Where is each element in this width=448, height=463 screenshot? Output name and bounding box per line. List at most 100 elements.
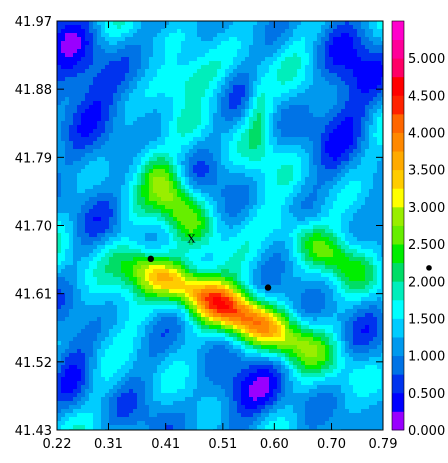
contour-cell bbox=[173, 181, 178, 186]
contour-cell bbox=[181, 297, 186, 302]
contour-cell bbox=[185, 57, 190, 62]
contour-cell bbox=[129, 221, 134, 226]
contour-cell bbox=[121, 285, 126, 290]
contour-cell bbox=[149, 401, 154, 406]
contour-cell bbox=[145, 85, 150, 90]
contour-cell bbox=[113, 117, 118, 122]
contour-cell bbox=[161, 225, 166, 230]
contour-cell bbox=[133, 277, 138, 282]
contour-cell bbox=[61, 169, 66, 174]
contour-cell bbox=[245, 85, 250, 90]
contour-cell bbox=[157, 405, 162, 410]
contour-cell bbox=[233, 341, 238, 346]
contour-cell bbox=[89, 269, 94, 274]
contour-cell bbox=[229, 261, 234, 266]
contour-cell bbox=[185, 205, 190, 210]
contour-cell bbox=[97, 301, 102, 306]
contour-cell bbox=[137, 213, 142, 218]
contour-cell bbox=[229, 61, 234, 66]
contour-cell bbox=[229, 117, 234, 122]
contour-cell bbox=[249, 177, 254, 182]
contour-cell bbox=[93, 345, 98, 350]
contour-cell bbox=[225, 181, 230, 186]
contour-cell bbox=[85, 33, 90, 38]
contour-cell bbox=[61, 221, 66, 226]
contour-cell bbox=[161, 237, 166, 242]
contour-cell bbox=[217, 117, 222, 122]
contour-cell bbox=[73, 357, 78, 362]
contour-cell bbox=[129, 65, 134, 70]
contour-cell bbox=[85, 225, 90, 230]
contour-cell bbox=[217, 113, 222, 118]
contour-cell bbox=[93, 157, 98, 162]
contour-cell bbox=[145, 293, 150, 298]
contour-cell bbox=[77, 189, 82, 194]
contour-cell bbox=[213, 369, 218, 374]
contour-cell bbox=[109, 221, 114, 226]
contour-cell bbox=[193, 193, 198, 198]
contour-cell bbox=[89, 297, 94, 302]
contour-cell bbox=[117, 233, 122, 238]
contour-cell bbox=[93, 193, 98, 198]
contour-cell bbox=[197, 413, 202, 418]
contour-cell bbox=[213, 317, 218, 322]
contour-cell bbox=[97, 285, 102, 290]
contour-cell bbox=[97, 177, 102, 182]
contour-cell bbox=[233, 273, 238, 278]
contour-cell bbox=[241, 417, 246, 422]
contour-cell bbox=[201, 173, 206, 178]
contour-cell bbox=[133, 333, 138, 338]
contour-cell bbox=[69, 117, 74, 122]
contour-cell bbox=[209, 405, 214, 410]
contour-cell bbox=[145, 261, 150, 266]
contour-cell bbox=[121, 157, 126, 162]
contour-cell bbox=[245, 229, 250, 234]
contour-cell bbox=[169, 181, 174, 186]
contour-cell bbox=[153, 253, 158, 258]
contour-cell bbox=[245, 181, 250, 186]
contour-cell bbox=[229, 313, 234, 318]
contour-cell bbox=[241, 293, 246, 298]
contour-cell bbox=[201, 309, 206, 314]
contour-cell bbox=[197, 185, 202, 190]
contour-cell bbox=[213, 409, 218, 414]
contour-cell bbox=[225, 341, 230, 346]
contour-cell bbox=[109, 401, 114, 406]
contour-cell bbox=[109, 237, 114, 242]
contour-cell bbox=[229, 209, 234, 214]
contour-cell bbox=[185, 405, 190, 410]
contour-cell bbox=[149, 417, 154, 422]
contour-cell bbox=[209, 361, 214, 366]
contour-cell bbox=[241, 185, 246, 190]
contour-cell bbox=[117, 109, 122, 114]
contour-cell bbox=[125, 349, 130, 354]
contour-cell bbox=[201, 197, 206, 202]
contour-cell bbox=[125, 273, 130, 278]
contour-cell bbox=[173, 353, 178, 358]
contour-cell bbox=[153, 377, 158, 382]
contour-cell bbox=[145, 169, 150, 174]
contour-cell bbox=[157, 293, 162, 298]
contour-cell bbox=[125, 153, 130, 158]
contour-cell bbox=[117, 21, 122, 26]
contour-cell bbox=[73, 233, 78, 238]
contour-cell bbox=[81, 269, 86, 274]
contour-cell bbox=[149, 369, 154, 374]
contour-cell bbox=[145, 145, 150, 150]
contour-cell bbox=[81, 97, 86, 102]
contour-cell bbox=[105, 93, 110, 98]
contour-cell bbox=[157, 353, 162, 358]
contour-cell bbox=[193, 217, 198, 222]
contour-cell bbox=[113, 153, 118, 158]
contour-cell bbox=[137, 117, 142, 122]
contour-cell bbox=[149, 193, 154, 198]
contour-cell bbox=[81, 213, 86, 218]
contour-cell bbox=[185, 297, 190, 302]
contour-cell bbox=[89, 33, 94, 38]
contour-cell bbox=[173, 325, 178, 330]
contour-cell bbox=[117, 137, 122, 142]
contour-cell bbox=[233, 389, 238, 394]
contour-cell bbox=[141, 297, 146, 302]
contour-cell bbox=[97, 181, 102, 186]
contour-cell bbox=[141, 129, 146, 134]
